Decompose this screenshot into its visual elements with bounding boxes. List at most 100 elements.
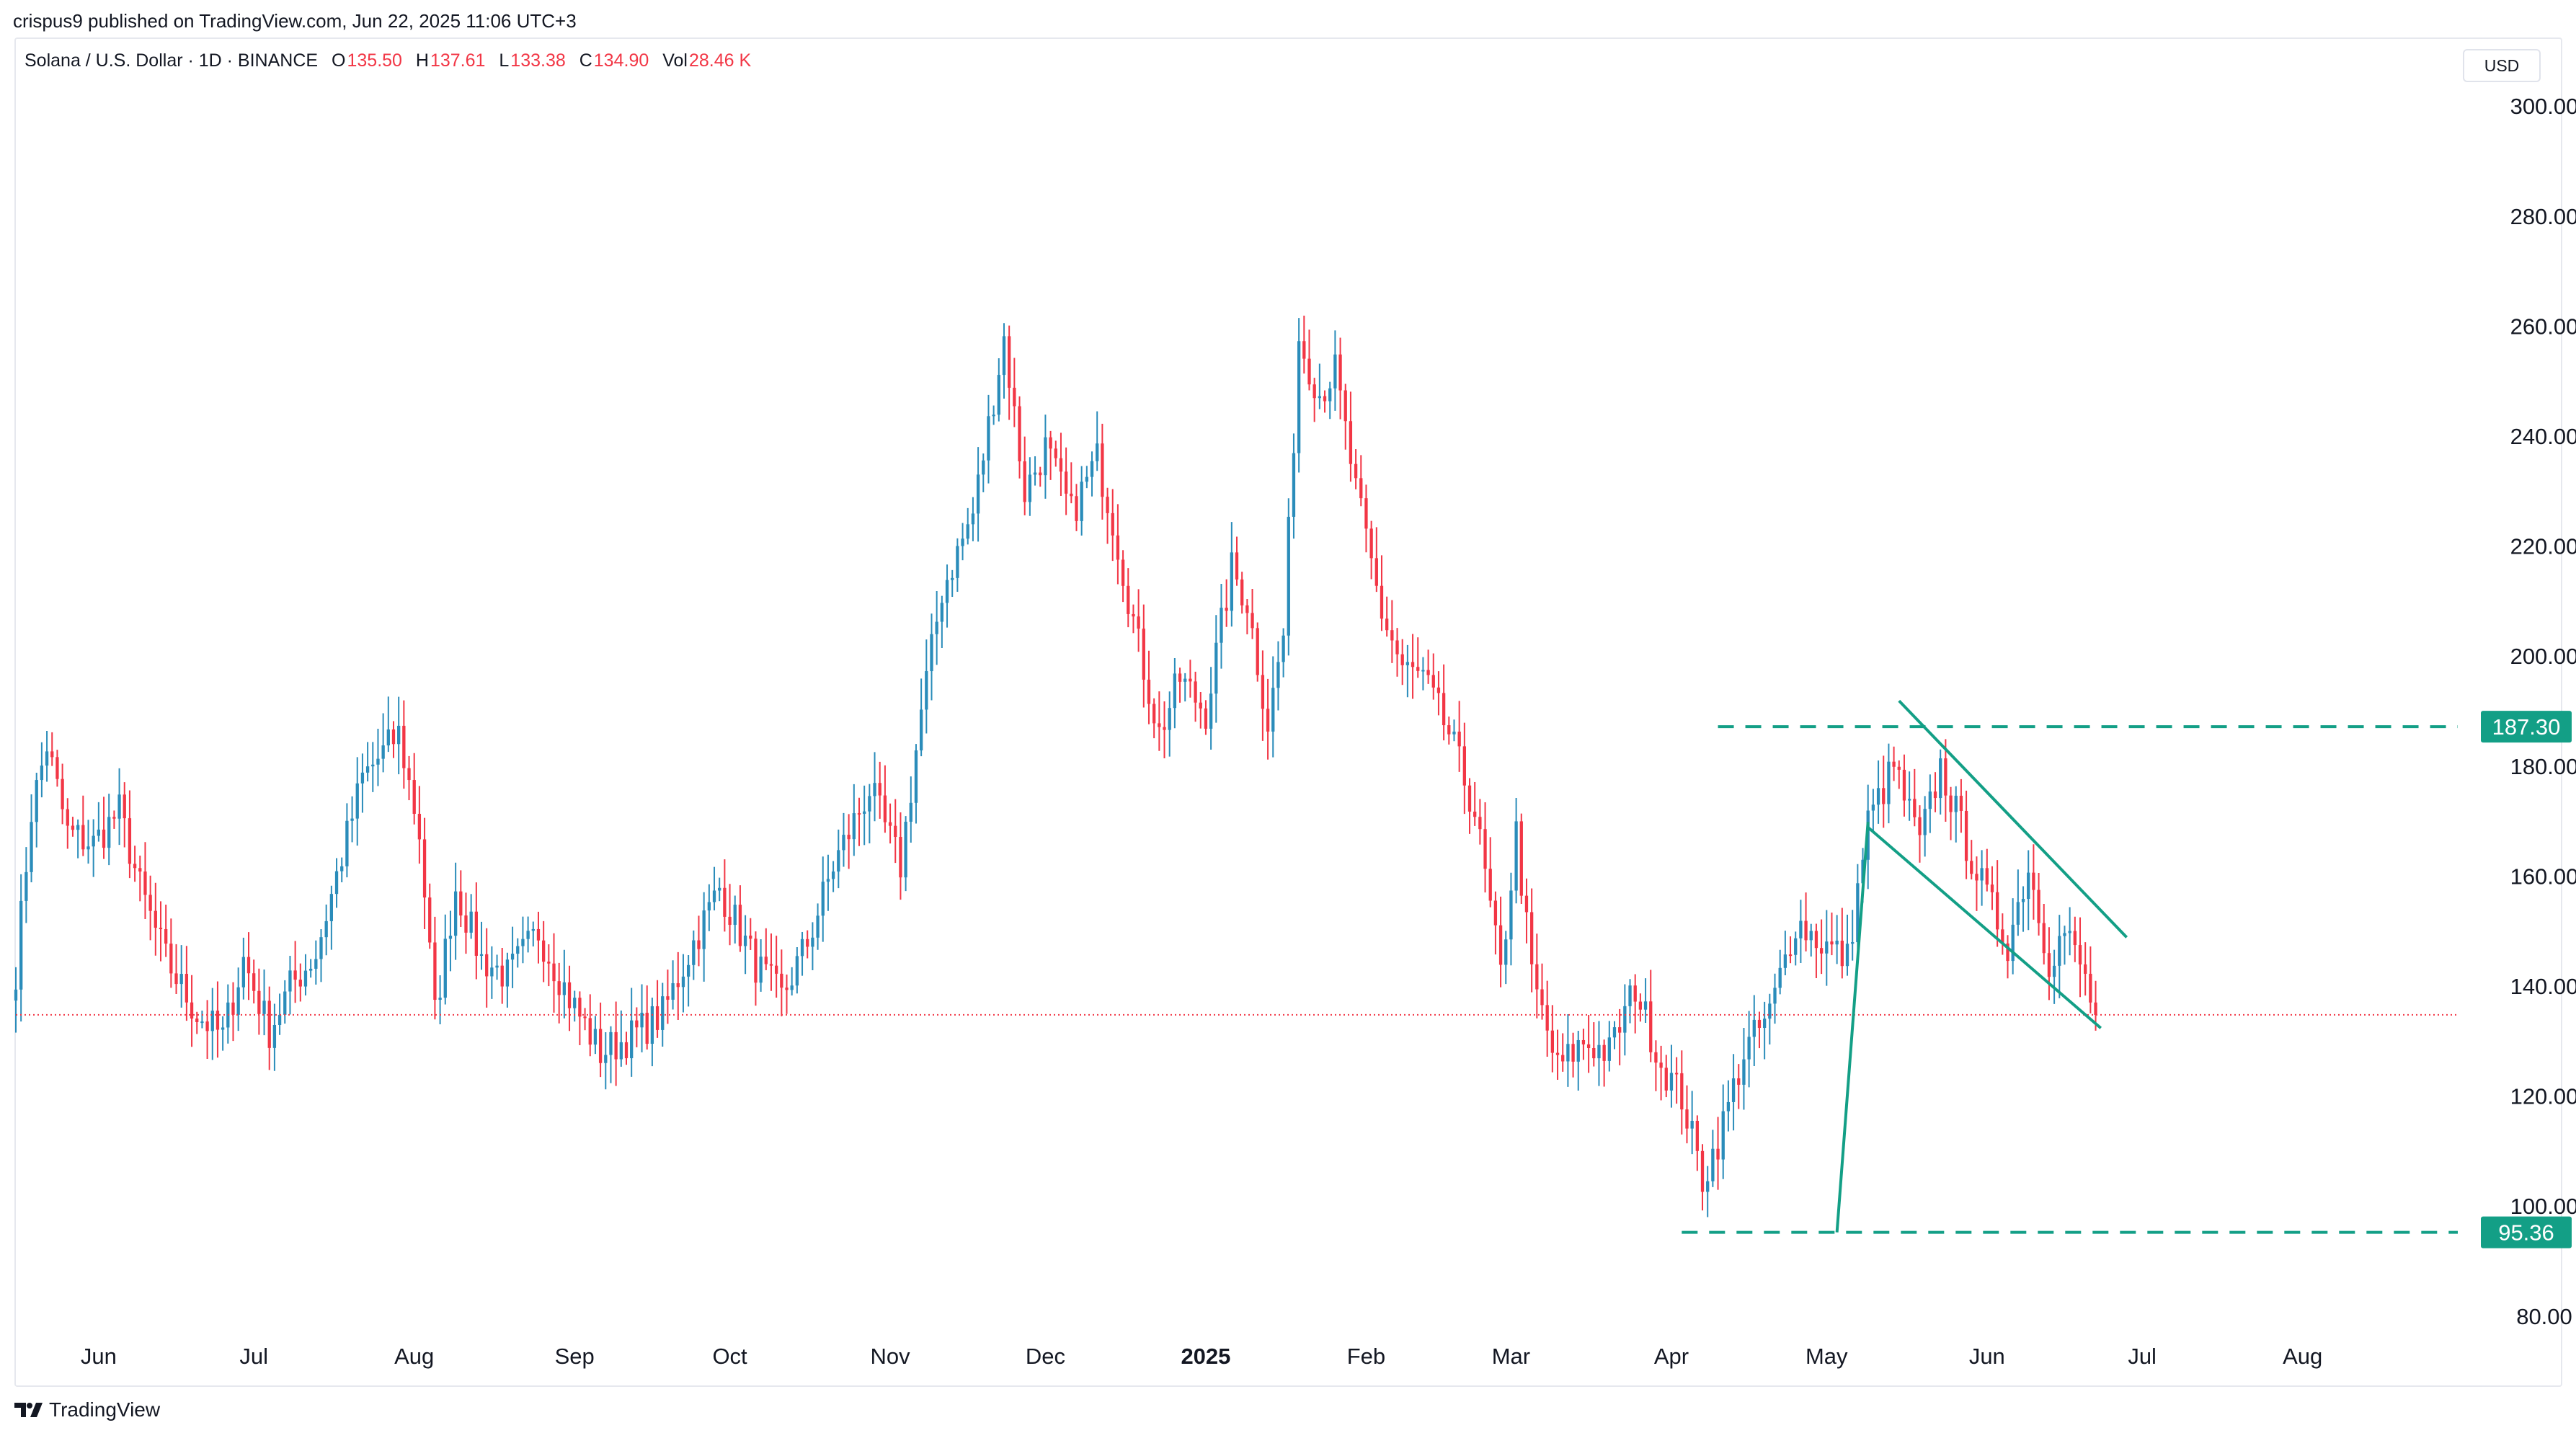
candle-body <box>686 964 690 977</box>
candle-body <box>868 796 871 812</box>
candle-body <box>1178 673 1182 682</box>
candle-body <box>241 957 245 988</box>
candle-body <box>702 910 706 949</box>
candle-body <box>86 846 90 850</box>
candle-body <box>195 1019 199 1022</box>
x-tick-label: Aug <box>394 1344 434 1369</box>
candle-body <box>1349 421 1353 464</box>
channel-lower-line <box>1867 826 2102 1029</box>
candle-body <box>1845 944 1849 967</box>
candle-body <box>2068 931 2071 933</box>
candle-body <box>1395 640 1399 655</box>
candle-body <box>1762 1019 1767 1028</box>
candle-body <box>728 916 732 926</box>
candle-body <box>1090 461 1094 477</box>
x-tick-label: Mar <box>1492 1344 1530 1369</box>
symbol-name[interactable]: Solana / U.S. Dollar · 1D · BINANCE <box>25 50 319 71</box>
candle-body <box>1643 1001 1648 1010</box>
candle-body <box>624 1042 629 1059</box>
symbol-legend: Solana / U.S. Dollar · 1D · BINANCE O135… <box>25 50 752 71</box>
candle-body <box>1871 804 1875 811</box>
candle-body <box>1535 964 1539 990</box>
flagpole-line <box>1835 821 1870 1233</box>
x-tick-label: Sep <box>555 1344 595 1369</box>
candle-body <box>598 1029 603 1063</box>
candle-body <box>1127 585 1130 614</box>
candle-body <box>1586 1044 1591 1048</box>
candle-body <box>1194 681 1197 703</box>
candle-body <box>982 460 985 475</box>
candle-body <box>1271 688 1275 732</box>
candle-body <box>1452 731 1456 735</box>
candle-body <box>474 911 478 956</box>
candle-body <box>61 778 64 809</box>
candle-body <box>277 1014 282 1025</box>
level-badge <box>2481 1216 2572 1248</box>
candle-body <box>640 1012 644 1028</box>
candle-body <box>837 850 840 872</box>
candle-body <box>1954 795 1958 812</box>
candle-body <box>1633 985 1637 1002</box>
candle-body <box>1075 496 1078 521</box>
high-label: H <box>415 50 429 71</box>
candle-body <box>1794 938 1798 955</box>
candle-body <box>2016 902 2020 925</box>
candle-body <box>252 973 256 991</box>
candle-body <box>1799 920 1803 939</box>
candle-body <box>133 864 137 869</box>
candle-body <box>547 962 551 964</box>
candle-body <box>557 981 561 995</box>
candle-body <box>899 837 902 878</box>
candle-body <box>1887 761 1891 804</box>
candle-body <box>1064 471 1068 494</box>
candle-body <box>1054 448 1057 458</box>
y-tick-label: 280.00 <box>2510 204 2576 229</box>
candle-body <box>1892 761 1896 767</box>
candle-body <box>412 780 416 815</box>
candle-body <box>583 1016 587 1019</box>
candle-body <box>1623 1006 1627 1033</box>
candle-body <box>795 956 799 986</box>
candle-body <box>552 963 556 982</box>
candle-body <box>718 887 721 891</box>
candle-body <box>200 1021 204 1024</box>
candle-body <box>1856 883 1860 943</box>
candle-body <box>262 1001 266 1014</box>
candle-body <box>1189 678 1192 682</box>
candle-body <box>1897 766 1901 770</box>
candle-body <box>1307 358 1311 385</box>
candle-body <box>775 965 778 974</box>
candle-body <box>1426 670 1430 675</box>
candle-body <box>210 1011 214 1032</box>
candle-body <box>1571 1044 1575 1062</box>
candle-body <box>671 983 675 1000</box>
candle-body <box>697 940 701 949</box>
candle-body <box>842 835 845 851</box>
candle-body <box>1023 461 1026 502</box>
candle-body <box>1933 791 1937 799</box>
x-tick-label: Jul <box>239 1344 268 1369</box>
candle-body <box>1514 821 1518 891</box>
candle-body <box>1230 552 1233 611</box>
candle-body <box>961 538 964 546</box>
candle-body <box>863 811 866 814</box>
tradingview-brand[interactable]: TradingView <box>14 1398 160 1421</box>
candle-body <box>1323 396 1327 401</box>
candle-body <box>1008 336 1011 388</box>
candle-body <box>914 750 918 803</box>
candle-body <box>257 990 261 1014</box>
candle-body <box>1923 809 1927 835</box>
candle-body <box>1654 1052 1658 1063</box>
candle-body <box>1168 708 1171 730</box>
currency-button[interactable]: USD <box>2463 49 2541 82</box>
candle-body <box>1939 758 1942 799</box>
level-badge-label: 187.30 <box>2492 714 2561 740</box>
y-tick-label: 80.00 <box>2516 1304 2572 1329</box>
candle-body <box>500 965 504 987</box>
brand-name: TradingView <box>49 1398 161 1421</box>
candle-body <box>128 818 132 864</box>
candle-body <box>319 937 323 959</box>
candle-body <box>1700 1150 1705 1192</box>
candle-body <box>997 375 1000 415</box>
